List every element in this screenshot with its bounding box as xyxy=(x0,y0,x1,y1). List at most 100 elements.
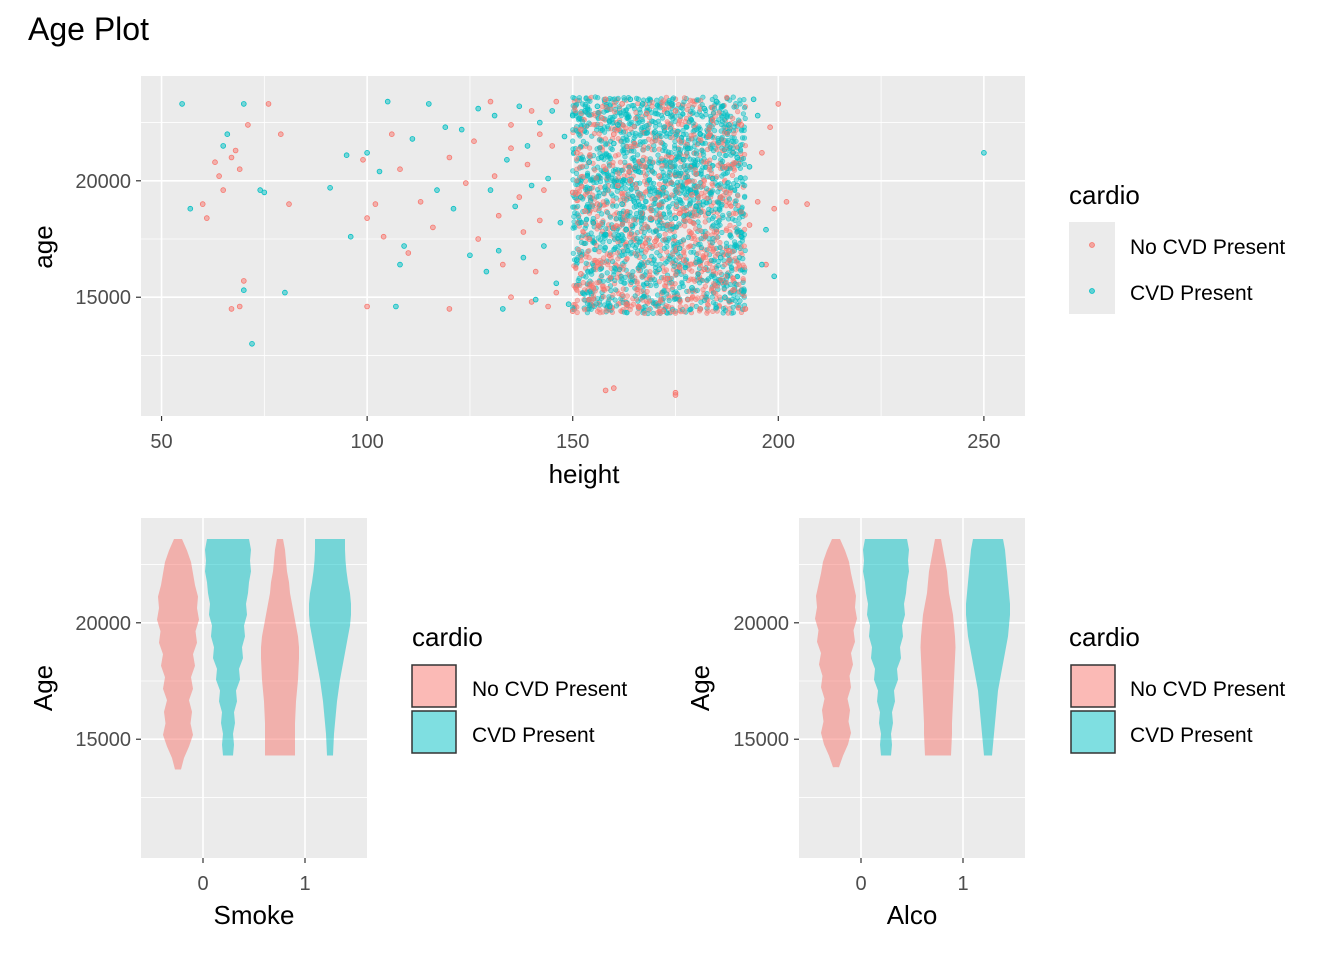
dense-scatter-point xyxy=(714,147,720,153)
dense-scatter-point xyxy=(653,215,659,221)
dense-scatter-point xyxy=(584,141,590,147)
dense-scatter-point xyxy=(692,278,698,284)
dense-scatter-point xyxy=(635,310,641,316)
smoke-y-axis-title: Age xyxy=(28,665,58,711)
scatter-point xyxy=(594,259,601,266)
scatter-point xyxy=(619,201,625,207)
dense-scatter-point xyxy=(658,156,665,162)
dense-scatter-point xyxy=(623,244,629,250)
dense-scatter-point xyxy=(689,294,695,301)
scatter-point xyxy=(376,168,383,175)
dense-scatter-point xyxy=(691,128,698,134)
dense-scatter-point xyxy=(666,297,672,304)
dense-scatter-point xyxy=(624,256,630,263)
dense-scatter-point xyxy=(700,254,707,260)
dense-scatter-point xyxy=(710,300,717,306)
dense-scatter-point xyxy=(705,308,711,314)
dense-scatter-point xyxy=(650,229,657,235)
scatter-point xyxy=(759,261,765,268)
dense-scatter-point xyxy=(668,179,675,185)
scatter-point xyxy=(434,187,440,193)
dense-scatter-point xyxy=(593,175,599,181)
dense-scatter-point xyxy=(712,282,719,289)
dense-scatter-point xyxy=(639,157,646,163)
scatter-point xyxy=(282,289,288,296)
dense-scatter-point xyxy=(581,307,588,313)
scatter-point xyxy=(475,236,482,242)
dense-scatter-point xyxy=(620,286,626,292)
dense-scatter-point xyxy=(726,211,732,217)
dense-scatter-point xyxy=(634,152,641,158)
dense-scatter-point xyxy=(719,158,726,164)
scatter-point xyxy=(705,133,712,140)
dense-scatter-point xyxy=(590,293,597,299)
dense-scatter-point xyxy=(712,206,719,212)
dense-scatter-point xyxy=(695,183,701,190)
scatter-point xyxy=(187,205,194,212)
dense-scatter-point xyxy=(683,304,689,310)
scatter-point xyxy=(734,154,740,161)
scatter-point xyxy=(405,250,412,256)
dense-scatter-point xyxy=(603,140,609,146)
dense-scatter-point xyxy=(705,276,712,282)
dense-scatter-point xyxy=(596,249,602,255)
dense-scatter-point xyxy=(687,156,693,162)
dense-scatter-point xyxy=(637,131,643,137)
dense-scatter-point xyxy=(654,189,660,196)
scatter-point xyxy=(672,392,679,398)
dense-scatter-point xyxy=(587,177,594,183)
dense-scatter-point xyxy=(586,112,592,118)
dense-scatter-point xyxy=(580,173,586,179)
dense-scatter-point xyxy=(648,207,654,213)
x-tick-label: 1 xyxy=(957,873,968,895)
dense-scatter-point xyxy=(593,179,600,185)
scatter-point xyxy=(680,257,687,263)
dense-scatter-point xyxy=(682,264,688,271)
dense-scatter-point xyxy=(673,151,679,157)
dense-scatter-point xyxy=(571,223,577,229)
dense-scatter-point xyxy=(628,126,634,132)
scatter-point xyxy=(742,306,749,312)
scatter-point xyxy=(754,112,761,119)
dense-scatter-point xyxy=(604,270,610,276)
dense-scatter-point xyxy=(653,107,659,113)
scatter-point xyxy=(697,131,703,138)
dense-scatter-point xyxy=(656,233,663,239)
dense-scatter-point xyxy=(587,281,593,287)
scatter-point xyxy=(397,261,403,268)
dense-scatter-point xyxy=(724,94,730,100)
scatter-point xyxy=(709,117,716,123)
dense-scatter-point xyxy=(646,176,653,182)
dense-scatter-point xyxy=(659,163,665,169)
dense-scatter-point xyxy=(676,255,682,261)
dense-scatter-point xyxy=(576,95,583,101)
dense-scatter-point xyxy=(626,169,632,175)
scatter-point xyxy=(524,143,531,149)
scatter-point xyxy=(746,222,753,228)
legend-point-cvd xyxy=(1089,288,1095,294)
scatter-point xyxy=(553,289,560,296)
dense-scatter-point xyxy=(718,103,724,110)
dense-scatter-point xyxy=(679,106,686,112)
dense-scatter-point xyxy=(684,106,690,113)
scatter-point xyxy=(660,308,666,315)
dense-scatter-point xyxy=(638,215,645,221)
dense-scatter-point xyxy=(606,174,612,180)
dense-scatter-point xyxy=(649,196,655,202)
dense-scatter-point xyxy=(610,163,616,169)
dense-scatter-point xyxy=(723,279,730,286)
scatter-point xyxy=(631,140,638,147)
scatter-point xyxy=(364,303,370,310)
dense-scatter-point xyxy=(691,197,697,203)
dense-scatter-point xyxy=(576,247,582,253)
scatter-point xyxy=(228,306,235,312)
scatter-point xyxy=(635,303,642,310)
dense-scatter-point xyxy=(658,296,664,302)
scatter-point xyxy=(746,164,753,170)
dense-scatter-point xyxy=(598,125,604,131)
scatter-points xyxy=(179,94,987,398)
dense-scatter-point xyxy=(644,288,650,295)
dense-scatter-point xyxy=(703,186,710,192)
dense-scatter-point xyxy=(656,279,662,285)
